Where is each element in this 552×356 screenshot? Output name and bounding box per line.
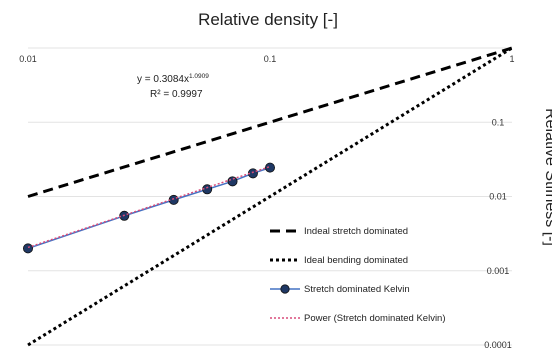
r-squared-text: R² = 0.9997	[150, 89, 203, 100]
data-point	[202, 184, 213, 195]
x-tick-labels: 0.01 0.1 1	[19, 54, 514, 64]
trendline-equation: y = 0.3084x1.0909 R² = 0.9997	[137, 73, 209, 100]
x-tick-label: 0.1	[264, 54, 277, 64]
x-tick-label: 0.01	[19, 54, 37, 64]
y-tick-labels: 0.0001 0.001 0.01 0.1	[484, 117, 512, 350]
data-point	[227, 176, 238, 187]
equation-exponent: 1.0909	[189, 73, 209, 80]
series-layer	[22, 46, 513, 347]
legend-label: Ideal bending dominated	[304, 255, 408, 266]
data-point	[168, 194, 179, 205]
series-line-1	[27, 46, 513, 347]
series-line-3	[27, 165, 271, 249]
data-point	[22, 243, 33, 254]
y-tick-label: 0.0001	[484, 340, 512, 350]
legend-label: Stretch dominated Kelvin	[304, 284, 410, 295]
legend: Indeal stretch dominated Ideal bending do…	[270, 226, 446, 324]
equation-text: y = 0.3084x	[137, 74, 189, 85]
series-line-0	[27, 46, 513, 198]
legend-label: Power (Stretch dominated Kelvin)	[304, 313, 446, 324]
x-axis-label: Relative density [-]	[198, 10, 338, 29]
y-tick-label: 0.001	[487, 266, 510, 276]
y-tick-label: 0.01	[489, 192, 507, 202]
svg-text:y = 0.3084x1.0909: y = 0.3084x1.0909	[137, 73, 209, 85]
data-point	[264, 162, 275, 173]
x-tick-label: 1	[509, 54, 514, 64]
legend-label: Indeal stretch dominated	[304, 226, 408, 237]
y-axis-label: Relative Stifness [-]	[542, 108, 552, 246]
y-tick-label: 0.1	[492, 117, 505, 127]
legend-marker	[280, 284, 290, 294]
